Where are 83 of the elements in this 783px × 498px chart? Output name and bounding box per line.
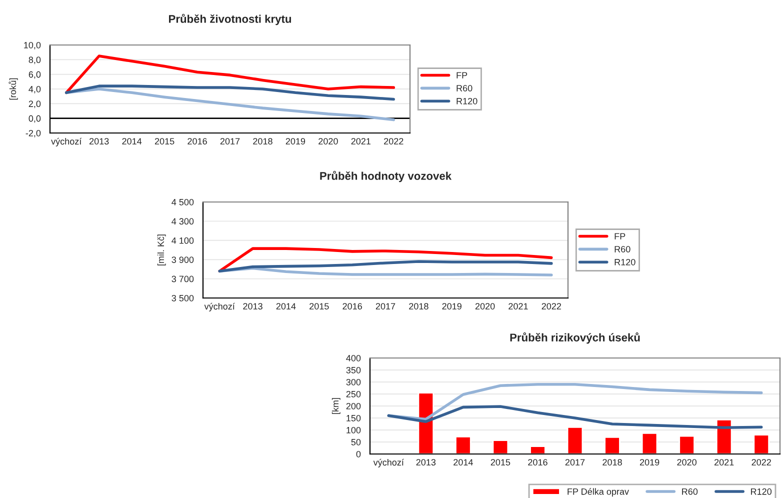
x-tick-label: 2017 bbox=[565, 459, 585, 466]
line-series bbox=[64, 54, 396, 94]
chart-title: Průběh rizikových úseků bbox=[510, 332, 640, 344]
legend-label: FP bbox=[456, 72, 468, 78]
x-tick-label: 2014 bbox=[122, 138, 142, 144]
y-tick-label: 0,0 bbox=[28, 115, 41, 123]
legend-label: R120 bbox=[456, 98, 478, 104]
x-tick-label: 2020 bbox=[318, 138, 338, 144]
bar bbox=[678, 435, 695, 454]
bar bbox=[753, 434, 770, 454]
y-tick-label: 10,0 bbox=[24, 42, 41, 50]
x-tick-label: výchozí bbox=[373, 458, 404, 468]
x-tick-label: 2018 bbox=[602, 459, 622, 466]
x-tick-label: 2016 bbox=[188, 138, 207, 144]
x-tick-label: výchozí bbox=[204, 302, 235, 312]
y-tick-label: 4 300 bbox=[172, 218, 194, 225]
y-tick-label: 200 bbox=[346, 402, 361, 410]
y-tick-label: 4 500 bbox=[172, 198, 194, 206]
x-tick-label: 2015 bbox=[154, 138, 174, 144]
x-tick-label: 2021 bbox=[508, 303, 528, 310]
line-series bbox=[218, 247, 553, 273]
y-tick-label: 3 900 bbox=[172, 256, 194, 263]
y-tick-label: 100 bbox=[346, 426, 361, 434]
bar bbox=[641, 432, 658, 454]
x-tick-label: 2014 bbox=[276, 303, 296, 310]
x-tick-label: 2019 bbox=[442, 303, 462, 310]
line-series bbox=[218, 260, 553, 273]
bar bbox=[530, 446, 546, 454]
y-axis-title: [roků] bbox=[8, 78, 18, 100]
legend-label: R120 bbox=[751, 488, 772, 495]
y-tick-label: 350 bbox=[346, 366, 361, 374]
legend-label: FP bbox=[614, 233, 626, 240]
legend-label: R60 bbox=[614, 246, 630, 252]
legend-label: R60 bbox=[456, 85, 472, 92]
y-tick-label: 150 bbox=[346, 414, 361, 422]
y-tick-label: 4 100 bbox=[172, 237, 194, 244]
x-tick-label: 2014 bbox=[454, 459, 473, 466]
y-tick-label: 4,0 bbox=[28, 86, 41, 94]
bar bbox=[492, 440, 509, 454]
line-series bbox=[387, 405, 763, 429]
x-tick-label: 2013 bbox=[90, 138, 109, 144]
x-tick-label: 2016 bbox=[528, 459, 548, 466]
x-tick-label: 2021 bbox=[351, 138, 371, 144]
x-tick-label: 2017 bbox=[376, 303, 396, 310]
y-tick-label: 50 bbox=[351, 438, 361, 446]
x-tick-label: 2022 bbox=[384, 138, 404, 144]
y-tick-label: 8,0 bbox=[28, 56, 41, 64]
y-tick-label: 400 bbox=[346, 354, 361, 362]
x-tick-label: 2018 bbox=[253, 138, 272, 144]
y-tick-label: 250 bbox=[346, 390, 361, 398]
bar bbox=[604, 436, 620, 454]
x-tick-label: 2016 bbox=[342, 303, 362, 310]
x-tick-label: 2013 bbox=[243, 303, 262, 310]
y-tick-label: 0 bbox=[356, 450, 361, 458]
x-tick-label: 2021 bbox=[714, 459, 734, 466]
x-tick-label: 2017 bbox=[220, 138, 240, 144]
x-tick-label: 2022 bbox=[752, 459, 771, 466]
line-series bbox=[64, 84, 396, 101]
y-tick-label: 300 bbox=[346, 378, 361, 386]
legend-label: R120 bbox=[614, 258, 636, 266]
x-tick-label: výchozí bbox=[51, 138, 82, 146]
chart-title: Průběh životnosti krytu bbox=[169, 14, 292, 26]
x-tick-label: 2020 bbox=[677, 459, 697, 466]
y-axis-title: [km] bbox=[332, 398, 340, 414]
x-tick-label: 2013 bbox=[416, 459, 436, 466]
y-tick-label: 3 500 bbox=[172, 294, 194, 302]
y-tick-label: 3 700 bbox=[172, 276, 194, 282]
bar bbox=[455, 436, 472, 454]
x-tick-label: 2015 bbox=[490, 459, 510, 466]
x-tick-label: 2015 bbox=[310, 303, 329, 310]
chart-title: Průběh hodnoty vozovek bbox=[320, 170, 452, 182]
bar bbox=[566, 426, 584, 454]
x-tick-label: 2018 bbox=[409, 303, 428, 310]
y-axis-title: [mil. Kč] bbox=[157, 234, 166, 266]
y-tick-label: 2,0 bbox=[28, 100, 41, 108]
x-tick-label: 2019 bbox=[286, 138, 306, 144]
x-tick-label: 2020 bbox=[475, 303, 495, 310]
legend-label: FP Délka oprav bbox=[568, 488, 629, 497]
y-tick-label: 6,0 bbox=[28, 71, 41, 79]
x-tick-label: 2019 bbox=[640, 459, 660, 466]
legend-label: R60 bbox=[682, 488, 698, 495]
y-tick-label: -2,0 bbox=[26, 130, 41, 138]
x-tick-label: 2022 bbox=[542, 303, 561, 310]
